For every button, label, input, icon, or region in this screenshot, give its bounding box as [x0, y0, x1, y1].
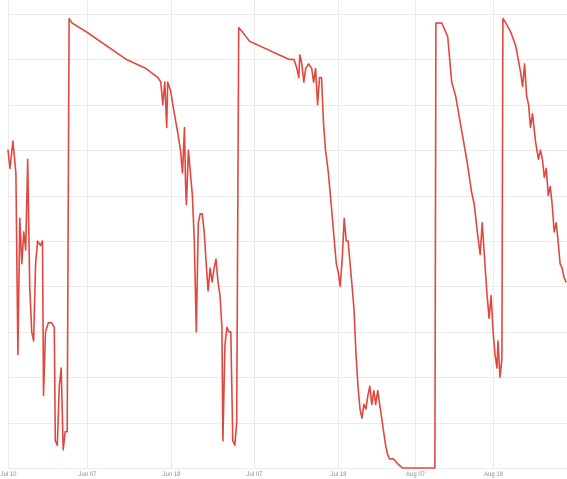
x-tick-label-0: Jul 10: [0, 472, 17, 478]
x-tick-label-5: Aug 07: [406, 472, 426, 478]
horizontal-gridlines: [8, 14, 567, 469]
x-tick-label-2: Jun 18: [162, 472, 181, 478]
series-layer: [7, 17, 567, 469]
x-tick-label-3: Jul 07: [246, 472, 263, 478]
x-tick-label-4: Jul 18: [330, 472, 347, 478]
vertical-gridlines: [8, 0, 494, 468]
x-tick-label-1: Jun 07: [78, 472, 97, 478]
x-axis-tick-labels: Jul 10 Jun 07 Jun 18 Jul 07 Jul 18 Aug 07 Aug …: [0, 472, 503, 478]
x-tick-label-6: Aug 18: [484, 472, 504, 478]
series-line-0: [7, 17, 567, 469]
